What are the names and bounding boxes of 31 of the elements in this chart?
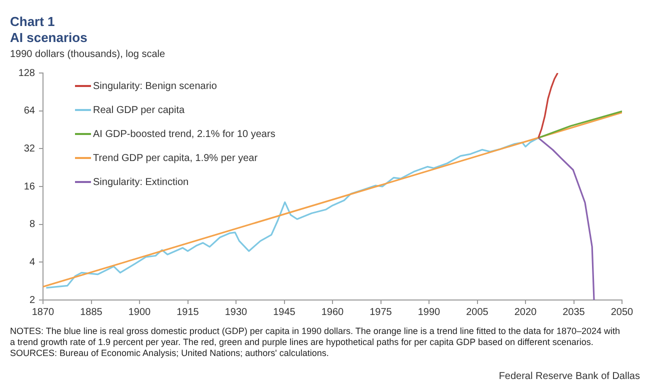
- x-tick-label: 2005: [466, 306, 489, 318]
- chart-subtitle: AI scenarios: [10, 30, 88, 46]
- chart-title: Chart 1: [10, 14, 56, 30]
- y-tick-label: 8: [29, 219, 36, 230]
- y-tick-label: 128: [18, 68, 36, 79]
- x-tick-label: 1945: [273, 306, 296, 318]
- y-tick-label: 2: [29, 294, 36, 306]
- legend-label: AI GDP-boosted trend, 2.1% for 10 years: [93, 128, 276, 140]
- y-tick-label: 32: [24, 143, 36, 154]
- text: Federal Reserve Bank of Dallas: [498, 371, 640, 382]
- y-axis-title: 1990 dollars (thousands), log scale: [10, 49, 166, 60]
- y-tick-label: 64: [24, 106, 36, 117]
- x-tick-label: 2020: [514, 306, 538, 318]
- x-tick-label: 1900: [128, 306, 152, 318]
- x-tick-label: 1930: [224, 306, 248, 318]
- y-tick-label: 4: [29, 256, 36, 268]
- x-tick-label: 1885: [80, 306, 103, 318]
- legend-label: Real GDP per capita: [93, 104, 185, 116]
- legend-label: Trend GDP per capita, 1.9% per year: [93, 152, 258, 164]
- source-note: SOURCES: Bureau of Economic Analysis; United Nations; authors' calculations.: [10, 348, 330, 359]
- x-tick-label: 1960: [321, 306, 344, 318]
- x-tick-label: 1870: [32, 306, 55, 318]
- y-tick-label: 16: [24, 181, 36, 192]
- legend-label: Singularity: Benign scenario: [93, 80, 217, 92]
- legend-label: Singularity: Extinction: [93, 176, 189, 188]
- x-tick-label: 1990: [418, 306, 441, 318]
- text: NOTES: The blue line is real gross domestic product (GDP) per capita in 1990 dollars. The orange line is a trend line fitted to the data for 1870–2024 with a trend growth rate of 1.9 percent per year. The red, green and purple lines are hypothetical paths for per capita GDP based on different scenarios.: [10, 326, 622, 348]
- x-tick-label: 1975: [370, 306, 392, 318]
- x-tick-label: 1915: [176, 306, 200, 318]
- x-tick-label: 2050: [610, 306, 634, 318]
- x-tick-label: 2035: [562, 306, 586, 318]
